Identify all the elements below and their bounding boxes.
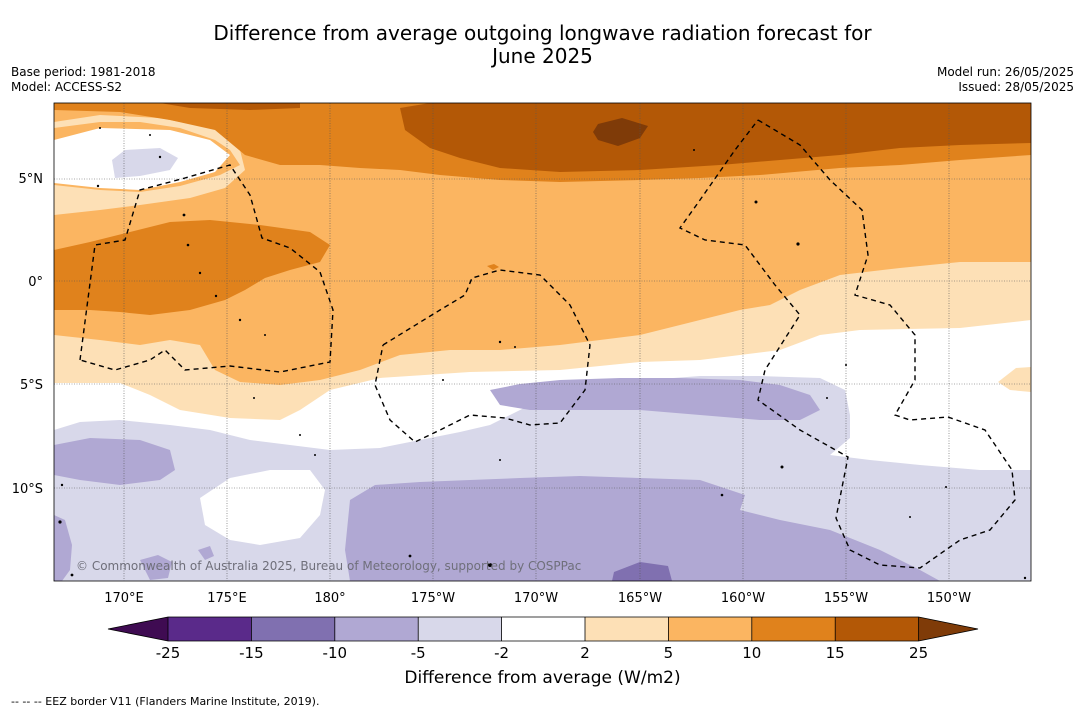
colorbar-segment-4 bbox=[418, 617, 502, 641]
region-pos-15-25-north bbox=[400, 103, 1031, 172]
colorbar-extend-high bbox=[918, 617, 978, 641]
base-period-text: Base period: 1981-2018 bbox=[11, 65, 156, 79]
credit-text: © Commonwealth of Australia 2025, Bureau… bbox=[76, 559, 581, 573]
lon-label-160w: 160°W bbox=[721, 591, 765, 606]
lat-label-5n: 5°N bbox=[19, 172, 44, 187]
colorbar-label-5: -2 bbox=[494, 644, 509, 662]
eez-borders bbox=[79, 119, 1016, 569]
region-neg-5-10-southwest bbox=[54, 515, 72, 581]
region-neg-nw bbox=[112, 148, 178, 178]
colorbar-segment-1 bbox=[168, 617, 252, 641]
colorbar-label-9: 15 bbox=[826, 644, 845, 662]
grid-lines bbox=[54, 103, 1031, 581]
colorbar-segment-6 bbox=[585, 617, 669, 641]
anomaly-map bbox=[54, 103, 1031, 581]
title-line-1: Difference from average outgoing longwav… bbox=[213, 21, 872, 45]
region-neg-5-10-south bbox=[345, 476, 940, 581]
colorbar-label-10: 25 bbox=[909, 644, 928, 662]
colorbar-segment-9 bbox=[835, 617, 919, 641]
colorbar-label-2: -15 bbox=[239, 644, 264, 662]
colorbar-segment-2 bbox=[251, 617, 335, 641]
lon-label-170w: 170°W bbox=[514, 591, 558, 606]
eez-border-west bbox=[79, 164, 334, 373]
lon-label-175w: 175°W bbox=[411, 591, 455, 606]
colorbar-labels: -25 -15 -10 -5 -2 2 5 10 15 25 bbox=[156, 644, 928, 662]
model-run-text: Model run: 26/05/2025 bbox=[936, 65, 1074, 79]
eez-border-east bbox=[678, 119, 1016, 569]
region-neg-5-10-spot bbox=[198, 546, 214, 560]
region-pos-5-10 bbox=[54, 103, 1031, 385]
region-pos-15-25-nw bbox=[160, 103, 300, 110]
colorbar: -25 -15 -10 -5 -2 2 5 10 15 25 bbox=[107, 616, 979, 662]
islands bbox=[58, 127, 1027, 580]
colorbar-label-6: 2 bbox=[580, 644, 590, 662]
region-pos-10-15-spot bbox=[487, 264, 499, 270]
eez-legend-note: -- -- -- EEZ border V11 (Flanders Marine… bbox=[11, 695, 320, 708]
colorbar-title: Difference from average (W/m2) bbox=[404, 668, 681, 688]
colorbar-extend-low bbox=[108, 617, 168, 641]
lon-label-175e: 175°E bbox=[207, 591, 247, 606]
region-neutral-south bbox=[200, 470, 325, 545]
colorbar-label-7: 5 bbox=[664, 644, 674, 662]
issued-text: Issued: 28/05/2025 bbox=[958, 80, 1074, 94]
colorbar-label-1: -25 bbox=[156, 644, 181, 662]
lon-label-170e: 170°E bbox=[104, 591, 144, 606]
lon-label-150w: 150°W bbox=[927, 591, 971, 606]
region-pos-25-spot bbox=[593, 118, 648, 146]
lat-label-10s: 10°S bbox=[12, 482, 43, 497]
colorbar-segment-5 bbox=[501, 617, 585, 641]
eez-border-central bbox=[374, 269, 591, 443]
region-neg-5-10-midlat bbox=[490, 378, 820, 420]
region-neg-5-10-small bbox=[140, 555, 172, 580]
region-neg-5-10-west bbox=[54, 438, 175, 485]
colorbar-label-4: -5 bbox=[411, 644, 426, 662]
title-line-2: June 2025 bbox=[492, 44, 593, 68]
lat-labels: 5°N 0° 5°S 10°S bbox=[12, 172, 43, 497]
lon-label-180: 180° bbox=[314, 591, 345, 606]
left-meta: Base period: 1981-2018 Model: ACCESS-S2 bbox=[11, 65, 156, 95]
colorbar-segment-7 bbox=[668, 617, 752, 641]
map-frame bbox=[53, 102, 1032, 582]
lat-label-0: 0° bbox=[28, 275, 43, 290]
region-pos-10-15-west bbox=[54, 220, 330, 315]
lon-label-155w: 155°W bbox=[824, 591, 868, 606]
model-text: Model: ACCESS-S2 bbox=[11, 80, 123, 94]
colorbar-label-8: 10 bbox=[742, 644, 761, 662]
colorbar-segment-3 bbox=[334, 617, 419, 641]
lat-label-5s: 5°S bbox=[20, 378, 43, 393]
colorbar-label-3: -10 bbox=[323, 644, 348, 662]
region-pos-2-5-east bbox=[998, 367, 1031, 392]
lon-label-165w: 165°W bbox=[618, 591, 662, 606]
lon-labels: 170°E 175°E 180° 175°W 170°W 165°W 160°W… bbox=[104, 591, 971, 606]
region-pos-2-5-nw bbox=[54, 115, 245, 215]
colorbar-segment-8 bbox=[751, 617, 836, 641]
right-meta: Model run: 26/05/2025 Issued: 28/05/2025 bbox=[937, 65, 1074, 95]
colorbar-dividers bbox=[167, 617, 919, 641]
region-neg-10-15-spot bbox=[612, 562, 672, 581]
chart-title: Difference from average outgoing longwav… bbox=[0, 22, 1085, 68]
